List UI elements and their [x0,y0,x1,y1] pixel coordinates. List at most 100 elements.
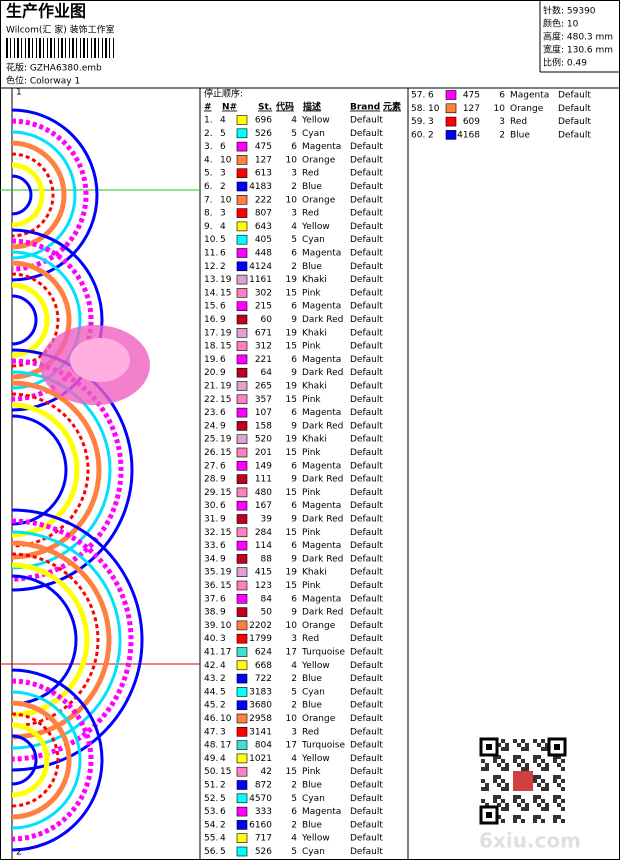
stitches: 302 [255,288,272,298]
stitches: 6160 [249,820,272,830]
row-number: 52. [204,794,218,804]
needle: 3 [220,634,226,644]
qr-cell [485,783,489,787]
stitches: 42 [261,767,272,777]
description: Cyan [302,235,325,245]
stitches: 357 [255,395,272,405]
qr-cell [561,779,565,783]
qr-cell [481,787,485,791]
qr-cell [493,775,497,779]
qr-cell [505,743,509,747]
description: Khaki [302,275,327,285]
brand: Default [350,435,383,445]
description: Orange [302,195,336,205]
row-number: 10. [204,235,218,245]
description: Yellow [301,754,330,764]
brand: Default [350,608,383,618]
stitches: 312 [255,342,272,352]
qr-cell [493,799,497,803]
stitches: 475 [463,91,480,101]
qr-cell [497,755,501,759]
row-number: 59. [411,117,425,127]
description: Magenta [302,142,341,152]
summary-item: 颜色: 10 [543,18,579,30]
row-number: 43. [204,674,218,684]
description: Magenta [510,91,549,101]
qr-cell [517,743,521,747]
code: 6 [291,501,297,511]
code: 10 [286,195,298,205]
arc [11,260,72,380]
code: 2 [291,781,297,791]
description: Turquoise [301,741,345,751]
qr-cell [505,763,509,767]
brand: Default [350,807,383,817]
needle: 6 [220,501,226,511]
swatch [445,130,457,140]
swatch [236,248,248,258]
code: 6 [291,249,297,259]
swatch [236,687,248,697]
brand: Default [350,382,383,392]
bar [54,38,55,58]
description: Pink [302,528,321,538]
qr-cell [533,779,537,783]
stitches: 84 [261,594,273,604]
bar [91,38,92,58]
column-header: Brand [350,103,380,113]
swatch [236,394,248,405]
row-number: 22. [204,395,218,405]
brand: Default [350,501,383,511]
row-number: 8. [204,209,213,219]
stitches: 107 [255,408,272,418]
bar [102,38,103,58]
swatch [236,580,248,591]
code: 5 [291,687,297,697]
code: 5 [291,847,297,857]
swatch [445,116,457,127]
description: Dark Red [302,421,343,431]
qr-cell [553,799,557,803]
needle: 4 [220,661,226,671]
swatch [236,554,248,564]
row-number: 39. [204,621,218,631]
swatch [236,327,248,338]
needle: 19 [220,568,232,578]
needle: 5 [220,129,226,139]
bar [76,38,77,58]
stitches: 222 [255,195,272,205]
qr-cell [561,759,565,763]
row-number: 32. [204,528,218,538]
needle: 19 [220,275,232,285]
description: Blue [302,781,322,791]
stitches: 415 [255,568,272,578]
brand: Default [350,249,383,259]
column-header: # [204,103,212,113]
description: Orange [302,621,336,631]
needle: 2 [220,182,226,192]
stitches: 696 [255,116,272,126]
brand: Default [350,661,383,671]
qr-cell [553,755,557,759]
swatch [236,846,248,857]
bar [113,38,114,58]
arc [11,108,99,282]
stitches: 284 [255,528,272,538]
bar [58,38,59,58]
design-preview [0,88,200,860]
row-number: 37. [204,594,218,604]
code: 4 [291,116,297,126]
code: 9 [291,475,297,485]
code: 6 [291,355,297,365]
description: Pink [302,488,321,498]
code: 19 [286,568,298,578]
qr-cell [517,803,521,807]
needle: 10 [220,714,232,724]
row-number: 24. [204,421,218,431]
brand: Default [350,448,383,458]
code: 15 [286,488,297,498]
qr-cell [541,819,545,823]
row-number: 12. [204,262,218,272]
swatch [236,780,248,790]
brand: Default [350,554,383,564]
